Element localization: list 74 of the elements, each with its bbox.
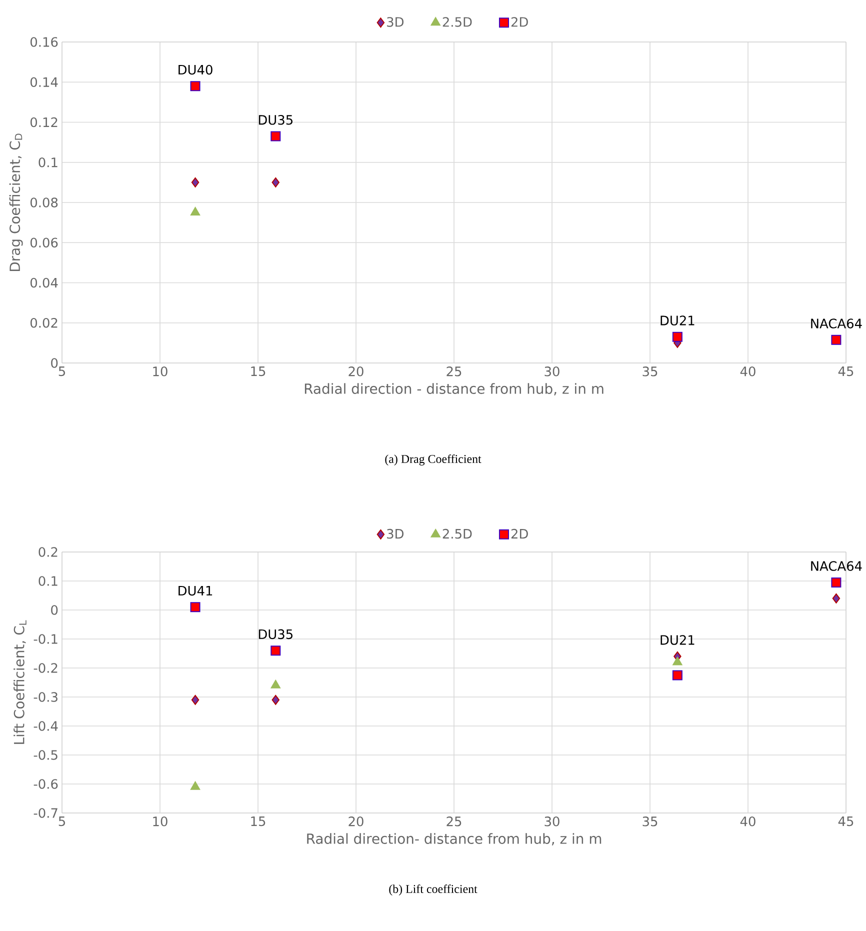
point	[191, 694, 200, 705]
point	[831, 334, 842, 345]
legend-label: 2.5D	[442, 17, 472, 27]
annotation: DU35	[258, 629, 292, 640]
x-tick-label: 15	[251, 366, 266, 376]
annotation: DU21	[660, 635, 694, 645]
y-axis-title: Drag Coefficient, C$_{D}$	[9, 134, 23, 271]
x-tick-label: 40	[740, 366, 756, 376]
x-tick-label: 25	[446, 366, 462, 376]
x-tick-label: 20	[348, 366, 364, 376]
point	[270, 646, 281, 656]
point	[672, 656, 682, 666]
point	[672, 332, 682, 342]
y-tick-label: -0.2	[34, 663, 58, 673]
annotation: DU21	[660, 316, 694, 326]
y-tick-label: 0.12	[30, 117, 58, 128]
y-tick-label: -0.3	[34, 692, 58, 702]
annotation: DU41	[178, 586, 212, 596]
x-tick-label: 5	[58, 816, 65, 826]
y-tick-label: -0.6	[34, 779, 58, 789]
y-tick-label: -0.4	[34, 721, 58, 731]
legend-label: 2.5D	[442, 528, 472, 539]
point	[190, 602, 200, 612]
legend-label: 3D	[387, 528, 404, 539]
point	[190, 781, 200, 790]
y-tick-label: 0.2	[38, 547, 58, 557]
x-tick-label: 45	[838, 366, 854, 376]
point	[832, 593, 840, 604]
x-tick-label: 30	[544, 366, 560, 376]
legend-label: 2D	[511, 528, 528, 538]
y-tick-label: 0.14	[30, 77, 58, 88]
x-axis-title: Radial direction - distance from hub, z in m	[304, 383, 604, 396]
x-tick-label: 10	[153, 366, 168, 376]
x-tick-label: 35	[642, 366, 658, 376]
y-tick-label: 0.1	[38, 157, 58, 168]
text: (a) Drag Coefficient	[385, 454, 482, 466]
y-tick-label: 0.04	[30, 278, 58, 288]
annotation: DU40	[178, 64, 212, 75]
annotation: DU35	[258, 114, 292, 125]
x-tick-label: 20	[348, 816, 364, 826]
x-tick-label: 10	[153, 816, 168, 826]
annotation: NACA64	[811, 561, 862, 571]
x-tick-label: 35	[642, 816, 658, 826]
point	[270, 680, 280, 688]
point	[672, 670, 682, 680]
y-tick-label: 0.08	[30, 198, 58, 208]
point	[191, 177, 200, 188]
x-tick-label: 40	[740, 816, 756, 826]
y-tick-label: -0.1	[34, 634, 58, 644]
y-tick-label: 0.16	[30, 37, 58, 47]
y-tick-label: 0.06	[30, 238, 58, 248]
y-tick-label: 0.1	[38, 576, 58, 586]
point	[831, 577, 842, 588]
text: (b) Lift coefficient	[389, 884, 478, 896]
point	[270, 131, 281, 142]
x-tick-label: 15	[251, 816, 266, 826]
point	[190, 207, 200, 216]
point	[272, 177, 280, 188]
y-tick-label: -0.7	[34, 808, 58, 818]
point	[190, 81, 200, 92]
y-tick-label: 0	[51, 605, 58, 615]
legend-label: 2D	[511, 17, 528, 27]
point	[272, 694, 280, 705]
x-tick-label: 45	[838, 816, 854, 826]
annotation: NACA64	[811, 318, 862, 328]
x-tick-label: 25	[446, 816, 462, 826]
y-tick-label: -0.5	[34, 750, 58, 760]
x-axis-title: Radial direction- distance from hub, z in m	[307, 833, 602, 846]
y-tick-label: 0	[51, 358, 58, 368]
x-tick-label: 30	[544, 816, 560, 826]
y-tick-label: 0.02	[30, 318, 58, 328]
y-axis-title: Lift Coefficient, C$_{L}$	[14, 620, 26, 744]
legend-label: 3D	[387, 17, 404, 27]
x-tick-label: 5	[58, 366, 65, 376]
